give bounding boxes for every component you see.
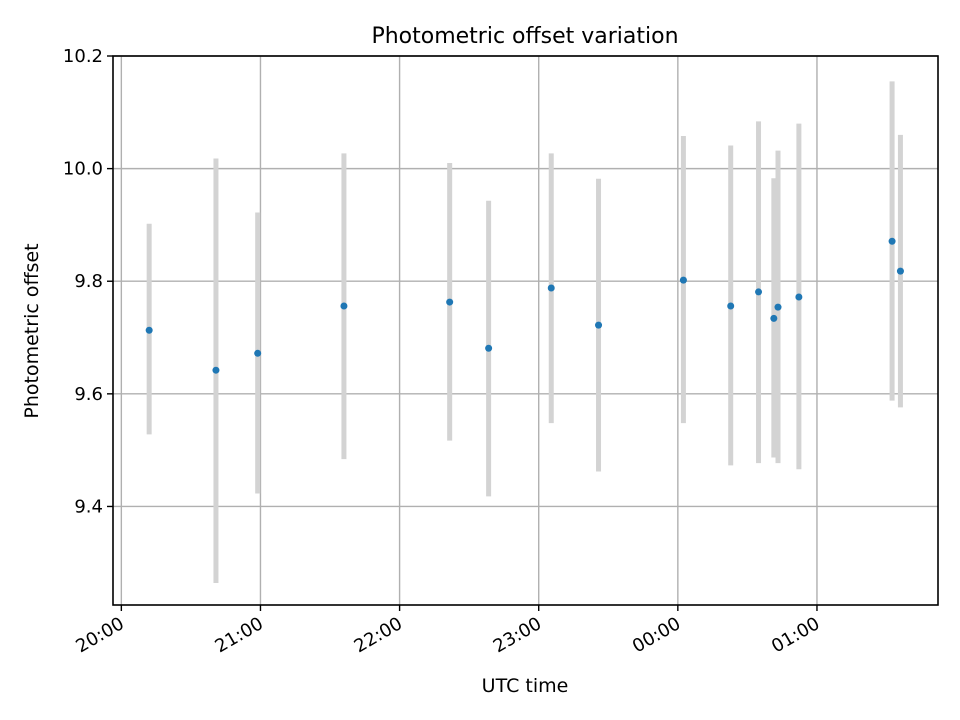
data-point <box>755 288 763 296</box>
data-point <box>595 321 603 329</box>
data-point <box>145 326 153 334</box>
chart-title: Photometric offset variation <box>371 24 678 49</box>
data-point <box>254 349 262 357</box>
axis-ticks: 20:00 21:00 22:00 23:00 00:00 01:00 9.4 9.6 9.8 1… <box>63 46 824 657</box>
data-point <box>896 267 904 275</box>
y-tick-label: 10.0 <box>63 159 103 180</box>
x-tick-label: 00:00 <box>629 613 684 657</box>
data-point <box>795 293 803 301</box>
x-tick-label: 01:00 <box>768 613 823 657</box>
data-point <box>212 366 220 374</box>
y-tick-label: 10.2 <box>63 46 103 67</box>
data-points <box>145 237 904 374</box>
data-point <box>485 344 493 352</box>
x-tick-label: 23:00 <box>490 613 545 657</box>
y-tick-label: 9.6 <box>74 384 103 405</box>
plot-frame <box>112 55 939 606</box>
data-point <box>340 302 348 310</box>
y-tick-label: 9.4 <box>74 496 103 517</box>
x-tick-label: 21:00 <box>212 613 267 657</box>
grid <box>113 55 938 605</box>
x-tick-label: 20:00 <box>72 613 127 657</box>
data-point <box>888 237 896 245</box>
data-point <box>770 314 778 322</box>
error-bars <box>146 81 903 584</box>
data-point <box>679 276 687 284</box>
y-tick-label: 9.8 <box>74 271 103 292</box>
x-axis-label: UTC time <box>482 675 569 697</box>
data-point <box>446 298 454 306</box>
data-point <box>774 303 782 311</box>
data-point <box>727 302 735 310</box>
y-axis-label: Photometric offset <box>21 243 43 418</box>
x-tick-label: 22:00 <box>351 613 406 657</box>
data-point <box>547 284 555 292</box>
